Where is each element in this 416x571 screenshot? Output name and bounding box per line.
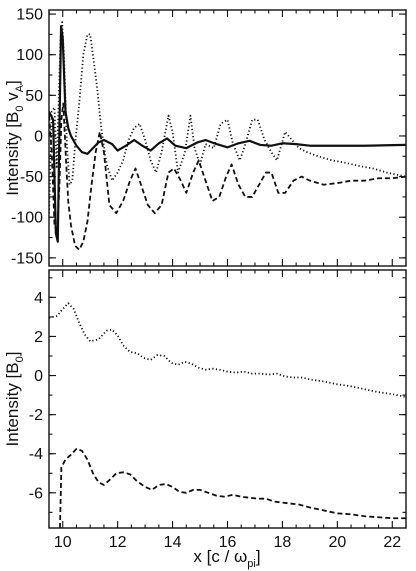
bottom-x-tick-label: 12 xyxy=(109,534,127,551)
top-series-dotted-line xyxy=(49,21,406,214)
top-y-tick-label: -50 xyxy=(20,169,43,186)
bottom-x-axis-label: x [c / ωpi] xyxy=(193,547,260,570)
top-ylabel-sub2: A xyxy=(14,84,26,92)
bottom-panel: 420-2-4-6 10 12 14 16 18 20 22 Intensity [B0] … xyxy=(3,269,407,570)
bottom-y-tick-label: -6 xyxy=(29,485,43,502)
bottom-x-tick-label: 16 xyxy=(219,534,237,551)
bottom-y-tick-label: -4 xyxy=(29,446,43,463)
bottom-y-tick-label: 0 xyxy=(34,368,43,385)
top-ylabel-mid: v xyxy=(3,92,22,106)
bottom-y-tick-label: 4 xyxy=(34,290,43,307)
bottom-plot-frame xyxy=(48,269,407,529)
bottom-x-tick-label: 22 xyxy=(383,534,401,551)
bottom-x-tick-label: 10 xyxy=(54,534,72,551)
bottom-ylabel-sub1: 0 xyxy=(14,356,26,362)
bottom-series-dashed-line xyxy=(59,447,406,528)
top-ylabel-end: ] xyxy=(3,80,22,85)
top-ylabel-main: Intensity [B xyxy=(3,112,22,196)
bottom-x-tick-label: 14 xyxy=(164,534,182,551)
bottom-series-group xyxy=(49,302,406,528)
top-y-axis-label: Intensity [B0 vA] xyxy=(3,80,26,196)
bottom-x-tick-label: 18 xyxy=(274,534,292,551)
top-ticks xyxy=(48,10,407,266)
bottom-ticks xyxy=(48,270,407,528)
bottom-y-tick-labels: 4 2 0 -2 -4 -6 xyxy=(29,290,43,502)
top-plot-frame xyxy=(48,9,407,267)
top-y-tick-label: -100 xyxy=(11,210,43,227)
top-series-dashed-line xyxy=(49,102,406,251)
xlabel-end: ] xyxy=(256,547,261,566)
bottom-ylabel-main: Intensity [B xyxy=(3,362,22,446)
top-series-solid-line xyxy=(49,25,406,243)
bottom-series-dotted-line xyxy=(49,302,406,398)
top-y-tick-label: 150 xyxy=(16,7,43,24)
top-y-tick-label: 0 xyxy=(34,128,43,145)
top-ylabel-sub1: 0 xyxy=(14,106,26,112)
top-series-group xyxy=(49,21,406,251)
xlabel-sub: pi xyxy=(247,558,256,570)
top-y-tick-label: 100 xyxy=(16,47,43,64)
bottom-ylabel-end: ] xyxy=(3,352,22,357)
bottom-y-tick-label: -2 xyxy=(29,407,43,424)
xlabel-main: x [c / ω xyxy=(193,547,247,566)
bottom-y-tick-label: 2 xyxy=(34,329,43,346)
bottom-y-axis-label: Intensity [B0] xyxy=(3,352,26,447)
bottom-x-tick-label: 20 xyxy=(328,534,346,551)
bottom-x-tick-labels: 10 12 14 16 18 20 22 xyxy=(54,534,401,551)
top-y-tick-label: -150 xyxy=(11,250,43,267)
top-y-tick-label: 50 xyxy=(25,88,43,105)
